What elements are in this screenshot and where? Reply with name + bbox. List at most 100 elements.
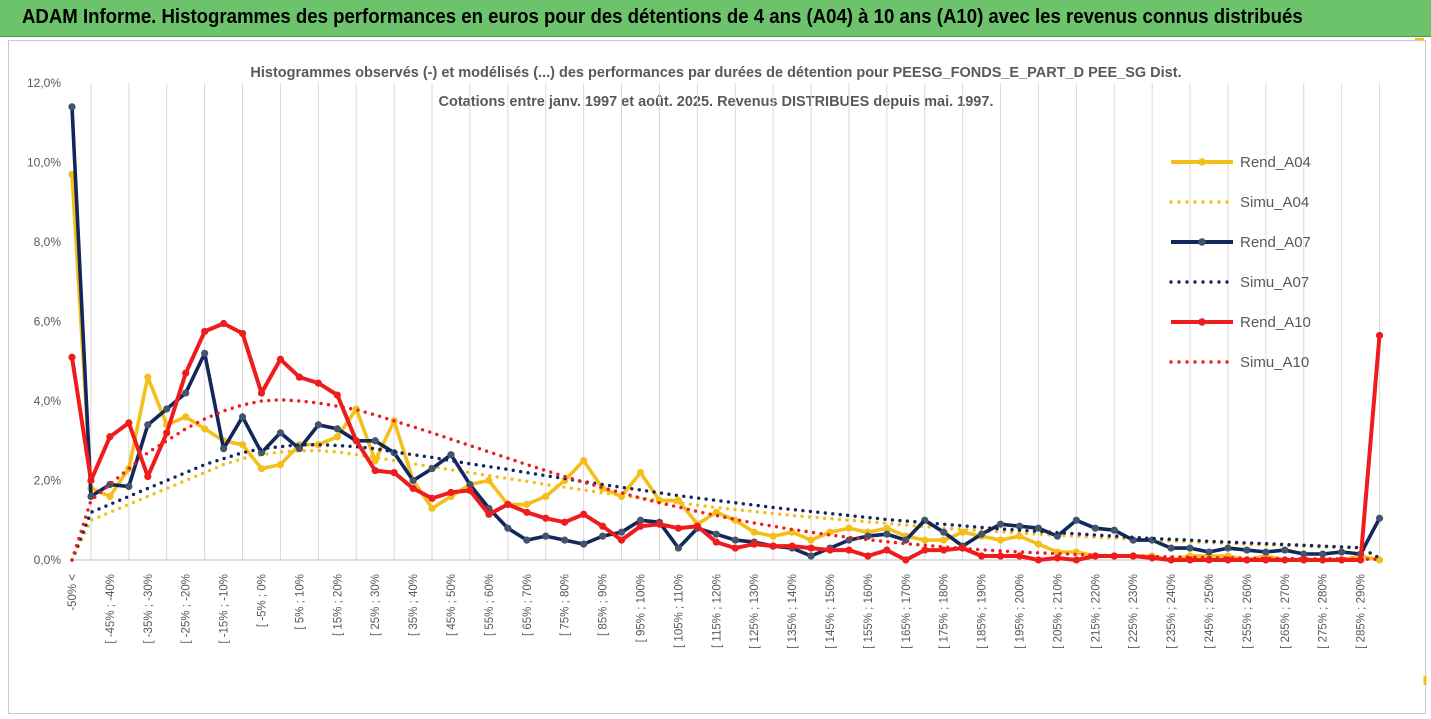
data-point bbox=[87, 492, 95, 500]
data-point bbox=[1319, 550, 1327, 558]
data-point bbox=[883, 524, 891, 532]
data-point bbox=[314, 441, 322, 449]
data-point bbox=[542, 532, 550, 540]
data-point bbox=[1091, 524, 1099, 532]
data-point bbox=[580, 510, 588, 518]
data-point bbox=[371, 437, 379, 445]
data-point bbox=[182, 369, 190, 377]
x-tick-label: [ -35% ; -30% bbox=[143, 574, 155, 644]
x-tick-label: [ 65% ; 70% bbox=[522, 574, 534, 636]
x-tick-label: [ 25% ; 30% bbox=[370, 574, 382, 636]
x-tick-label: [ 215% ; 220% bbox=[1090, 574, 1102, 649]
data-point bbox=[1072, 556, 1080, 564]
data-point bbox=[674, 544, 683, 552]
legend-marker bbox=[1198, 238, 1206, 246]
data-point bbox=[485, 510, 493, 518]
x-tick-label: [ 5% ; 10% bbox=[294, 574, 306, 630]
data-point bbox=[1129, 552, 1137, 560]
data-point bbox=[447, 488, 455, 497]
data-point bbox=[1072, 516, 1080, 524]
y-tick-label: 2,0% bbox=[34, 474, 62, 488]
data-point bbox=[106, 433, 114, 441]
data-point bbox=[87, 476, 95, 485]
x-tick-label: [ 275% ; 280% bbox=[1318, 574, 1330, 649]
x-tick-label: [ 75% ; 80% bbox=[560, 574, 572, 636]
data-point bbox=[845, 546, 853, 554]
data-point bbox=[125, 419, 133, 427]
data-point bbox=[504, 500, 512, 508]
data-point bbox=[238, 441, 247, 449]
data-point bbox=[201, 349, 209, 357]
data-point bbox=[238, 413, 247, 421]
x-tick-label: [ 145% ; 150% bbox=[825, 574, 837, 649]
legend-marker bbox=[1198, 318, 1206, 326]
x-tick-label: [ 255% ; 260% bbox=[1242, 574, 1254, 649]
data-point bbox=[523, 508, 531, 516]
legend: Rend_A04 Simu_A04 Rend_A07 Simu_A07 Rend_A10… bbox=[1169, 154, 1311, 371]
data-point bbox=[1015, 522, 1024, 530]
data-point bbox=[978, 552, 986, 560]
data-point bbox=[504, 524, 512, 532]
data-point bbox=[163, 405, 171, 413]
data-point bbox=[1186, 544, 1194, 552]
data-point bbox=[542, 514, 550, 522]
x-tick-label: [ -45% ; -40% bbox=[105, 574, 117, 644]
data-point bbox=[580, 540, 588, 548]
data-point bbox=[144, 373, 152, 381]
data-point bbox=[636, 516, 645, 524]
data-point bbox=[1281, 546, 1289, 554]
chart-subtitle: Cotations entre janv. 1997 et août. 2025… bbox=[439, 94, 994, 110]
data-point bbox=[636, 522, 645, 530]
data-point bbox=[693, 522, 701, 530]
x-tick-label: [ 265% ; 270% bbox=[1280, 574, 1292, 649]
legend-label: Simu_A10 bbox=[1240, 354, 1309, 371]
data-point bbox=[826, 546, 834, 554]
data-point bbox=[617, 528, 626, 536]
series-line-rend-a04 bbox=[70, 174, 1380, 562]
legend-label: Simu_A07 bbox=[1240, 274, 1309, 291]
x-tick-label: [ 45% ; 50% bbox=[446, 574, 458, 636]
data-point bbox=[390, 468, 398, 477]
data-point bbox=[125, 482, 133, 491]
data-point bbox=[1224, 544, 1232, 552]
data-point bbox=[561, 518, 569, 526]
x-tick-label: [ -5% ; 0% bbox=[257, 574, 269, 627]
data-point bbox=[276, 461, 285, 469]
data-point bbox=[106, 492, 114, 500]
x-tick-label: [ 195% ; 200% bbox=[1015, 574, 1027, 649]
data-point bbox=[466, 486, 474, 495]
data-point bbox=[807, 536, 815, 544]
data-point bbox=[921, 546, 929, 554]
y-axis: 0,0% 2,0% 4,0% 6,0% 8,0% 10,0% 12,0% bbox=[27, 76, 61, 567]
data-point bbox=[580, 457, 588, 465]
data-point bbox=[1262, 548, 1270, 556]
x-tick-label: -50% < bbox=[67, 574, 79, 611]
data-point bbox=[257, 464, 266, 473]
data-point bbox=[731, 536, 739, 544]
x-tick-label: [ -15% ; -10% bbox=[219, 574, 231, 644]
data-point bbox=[731, 544, 739, 552]
data-point bbox=[599, 532, 607, 540]
data-point bbox=[1053, 532, 1061, 540]
data-point bbox=[996, 536, 1005, 544]
data-point bbox=[617, 536, 626, 544]
data-point bbox=[996, 520, 1005, 528]
data-point bbox=[333, 391, 341, 399]
x-tick-label: [ 35% ; 40% bbox=[408, 574, 420, 636]
data-point bbox=[750, 528, 758, 536]
data-point bbox=[599, 522, 607, 530]
x-tick-label: [ 15% ; 20% bbox=[332, 574, 344, 636]
data-point bbox=[1300, 556, 1308, 564]
data-point bbox=[712, 530, 720, 538]
data-point bbox=[220, 319, 228, 328]
legend-label: Rend_A07 bbox=[1240, 234, 1311, 251]
data-point bbox=[144, 421, 152, 429]
data-point bbox=[144, 472, 152, 481]
data-point bbox=[940, 528, 948, 536]
x-tick-label: [ 155% ; 160% bbox=[863, 574, 875, 649]
data-point bbox=[712, 538, 720, 546]
data-point bbox=[409, 484, 417, 493]
data-point bbox=[788, 542, 796, 550]
data-point bbox=[883, 530, 891, 538]
